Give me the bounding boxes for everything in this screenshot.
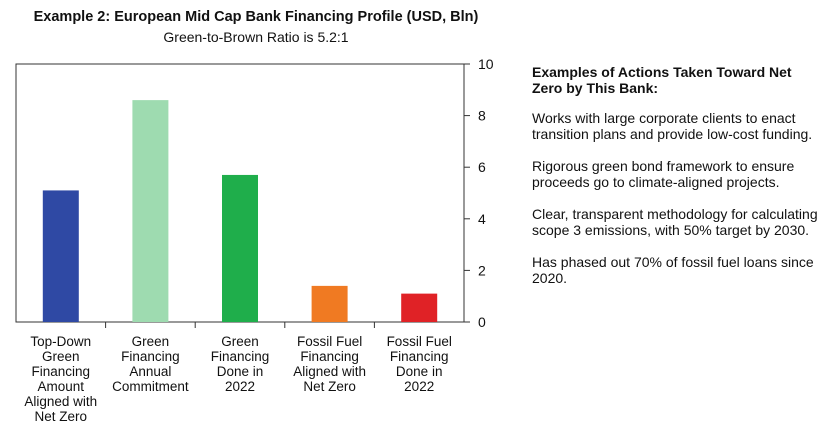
x-axis: Top-Down Green Financing Amount Aligned with… [24,322,452,424]
y-tick-label: 0 [478,314,486,330]
side-panel-heading: Examples of Actions Taken Toward Net Zer… [532,64,792,96]
bar [132,100,169,323]
y-tick-label: 2 [478,262,486,278]
side-panel-item: Rigorous green bond framework to ensure … [532,158,795,190]
x-tick-label: Fossil Fuel Financing Done in 2022 [387,334,452,394]
y-tick-label: 8 [478,108,486,124]
bar [222,174,258,322]
y-tick-label: 6 [478,159,486,175]
bar [311,285,348,322]
y-tick-label: 4 [478,211,486,227]
y-tick-label: 10 [478,56,494,72]
bars-layer [42,100,438,323]
x-tick-label: Green Financing Annual Commitment [112,334,189,394]
chart-title: Example 2: European Mid Cap Bank Financi… [33,9,479,25]
x-tick-label: Green Financing Done in 2022 [211,334,270,394]
side-panel-item: Has phased out 70% of fossil fuel loans … [532,254,814,286]
chart-subtitle: Green-to-Brown Ratio is 5.2:1 [163,29,349,45]
side-panel-item: Clear, transparent methodology for calcu… [532,206,818,238]
x-tick-label: Top-Down Green Financing Amount Aligned with… [24,334,97,424]
bar [42,190,79,322]
side-panel: Examples of Actions Taken Toward Net Zer… [532,64,822,302]
y-axis: 0 2 4 6 8 10 [464,56,494,330]
side-panel-item: Works with large corporate clients to en… [532,110,813,142]
x-tick-label: Fossil Fuel Financing Aligned with Net Zero [293,334,366,394]
bar [401,293,438,322]
